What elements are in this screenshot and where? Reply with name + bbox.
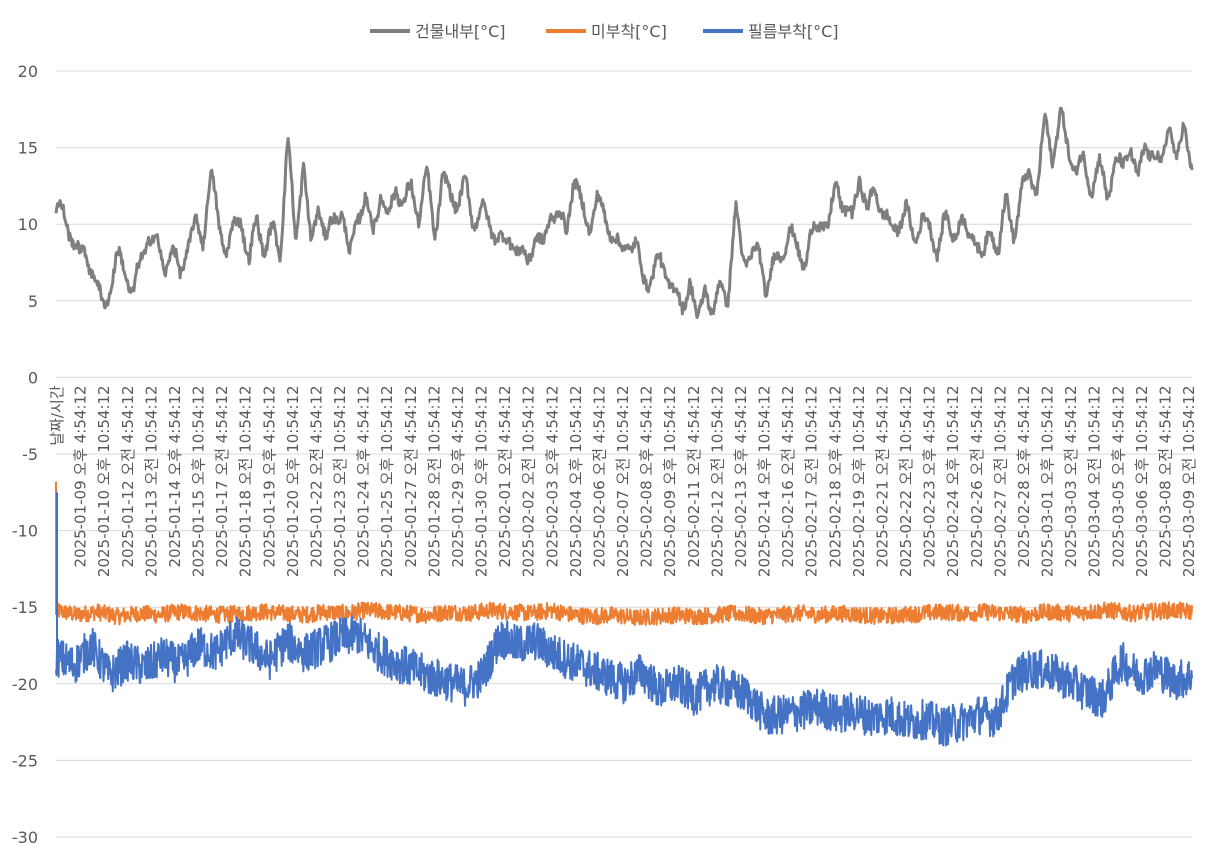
y-tick-label: 5 xyxy=(28,292,38,311)
x-tick-label: 2025-01-14 오후 4:54:12 xyxy=(166,385,184,567)
legend-label-film: 필름부착[°C] xyxy=(748,22,839,41)
y-tick-label: 10 xyxy=(18,215,38,234)
y-tick-label: -5 xyxy=(22,445,38,464)
y-tick-label: -20 xyxy=(12,675,38,694)
x-tick-label: 2025-01-22 오전 4:54:12 xyxy=(307,385,325,567)
x-tick-label: 2025-02-27 오전 10:54:12 xyxy=(991,385,1009,577)
y-tick-label: -10 xyxy=(12,522,38,541)
x-tick-label: 2025-02-04 오후 10:54:12 xyxy=(567,385,585,577)
x-tick-label: 2025-02-07 오전 10:54:12 xyxy=(614,385,632,577)
y-tick-label: -15 xyxy=(12,598,38,617)
y-tick-label: 20 xyxy=(18,62,38,81)
x-tick-label: 2025-02-13 오후 4:54:12 xyxy=(732,385,750,567)
x-tick-label: 2025-01-20 오후 10:54:12 xyxy=(284,385,302,577)
x-axis: 날짜/시간 2025-01-09 오후 4:54:12 2025-01-10 오후 … xyxy=(48,376,1198,577)
series-lines xyxy=(54,106,1194,747)
x-tick-label: 2025-01-09 오후 4:54:12 xyxy=(72,385,90,567)
x-tick-label: 2025-02-12 오전 10:54:12 xyxy=(708,385,726,577)
y-axis-ticks: 20 15 10 5 0 -5 -10 -15 -20 -25 -30 xyxy=(12,62,38,847)
series-line-unattached xyxy=(55,601,1193,626)
legend-label-building: 건물내부[°C] xyxy=(415,22,506,41)
x-tick-label: 2025-02-14 오후 10:54:12 xyxy=(756,385,774,577)
x-axis-category-label: 날짜/시간 xyxy=(48,385,66,445)
x-tick-label: 2025-01-30 오후 10:54:12 xyxy=(473,385,491,577)
x-tick-label: 2025-02-08 오후 4:54:12 xyxy=(638,385,656,567)
x-tick-label: 2025-02-16 오전 4:54:12 xyxy=(779,385,797,567)
x-tick-label: 2025-02-01 오전 4:54:12 xyxy=(496,385,514,567)
x-tick-label: 2025-01-25 오후 10:54:12 xyxy=(378,385,396,577)
x-tick-label: 2025-01-13 오전 10:54:12 xyxy=(142,385,160,577)
x-tick-label: 2025-01-28 오전 10:54:12 xyxy=(425,385,443,577)
x-tick-label: 2025-02-24 오후 10:54:12 xyxy=(944,385,962,577)
x-tick-label: 2025-01-17 오전 4:54:12 xyxy=(213,385,231,567)
y-tick-label: 15 xyxy=(18,139,38,158)
x-tick-label: 2025-02-17 오전 10:54:12 xyxy=(803,385,821,577)
series-line-building xyxy=(54,106,1194,319)
series-line-film xyxy=(55,614,1193,747)
x-tick-label: 2025-02-22 오전 10:54:12 xyxy=(897,385,915,577)
y-tick-label: -25 xyxy=(12,751,38,770)
gridlines xyxy=(56,70,1192,838)
x-tick-label: 2025-02-09 오후 10:54:12 xyxy=(661,385,679,577)
x-tick-label: 2025-02-21 오전 4:54:12 xyxy=(873,385,891,567)
x-tick-label: 2025-03-01 오후 10:54:12 xyxy=(1039,385,1057,577)
x-tick-label: 2025-03-05 오후 4:54:12 xyxy=(1109,385,1127,567)
x-tick-label: 2025-03-09 오전 10:54:12 xyxy=(1180,385,1198,577)
x-tick-label: 2025-01-23 오전 10:54:12 xyxy=(331,385,349,577)
x-tick-label: 2025-03-03 오전 4:54:12 xyxy=(1062,385,1080,567)
x-tick-label: 2025-01-12 오전 4:54:12 xyxy=(119,385,137,567)
x-tick-label: 2025-02-28 오후 4:54:12 xyxy=(1015,385,1033,567)
x-tick-label: 2025-01-24 오후 4:54:12 xyxy=(355,385,373,567)
x-tick-label: 2025-02-02 오전 10:54:12 xyxy=(520,385,538,577)
y-tick-label: 0 xyxy=(28,368,38,387)
x-tick-label: 2025-01-10 오후 10:54:12 xyxy=(95,385,113,577)
x-tick-label: 2025-01-29 오후 4:54:12 xyxy=(449,385,467,567)
x-tick-label: 2025-02-23 오후 4:54:12 xyxy=(921,385,939,567)
x-tick-label: 2025-02-26 오전 4:54:12 xyxy=(968,385,986,567)
y-tick-label: -30 xyxy=(12,828,38,847)
x-tick-label: 2025-01-15 오후 10:54:12 xyxy=(190,385,208,577)
x-tick-label: 2025-01-18 오전 10:54:12 xyxy=(237,385,255,577)
x-tick-label: 2025-03-06 오후 10:54:12 xyxy=(1133,385,1151,577)
x-tick-label: 2025-02-03 오후 4:54:12 xyxy=(543,385,561,567)
x-tick-label: 2025-01-19 오후 4:54:12 xyxy=(260,385,278,567)
x-tick-label: 2025-03-04 오전 10:54:12 xyxy=(1086,385,1104,577)
x-tick-label: 2025-02-19 오후 10:54:12 xyxy=(850,385,868,577)
x-tick-label: 2025-02-06 오전 4:54:12 xyxy=(590,385,608,567)
legend: 건물내부[°C] 미부착[°C] 필름부착[°C] xyxy=(370,22,839,41)
x-tick-label: 2025-03-08 오전 4:54:12 xyxy=(1156,385,1174,567)
legend-label-unattached: 미부착[°C] xyxy=(591,22,667,41)
x-tick-label: 2025-01-27 오전 4:54:12 xyxy=(402,385,420,567)
x-tick-label: 2025-02-11 오전 4:54:12 xyxy=(685,385,703,567)
x-tick-label: 2025-02-18 오후 4:54:12 xyxy=(826,385,844,567)
